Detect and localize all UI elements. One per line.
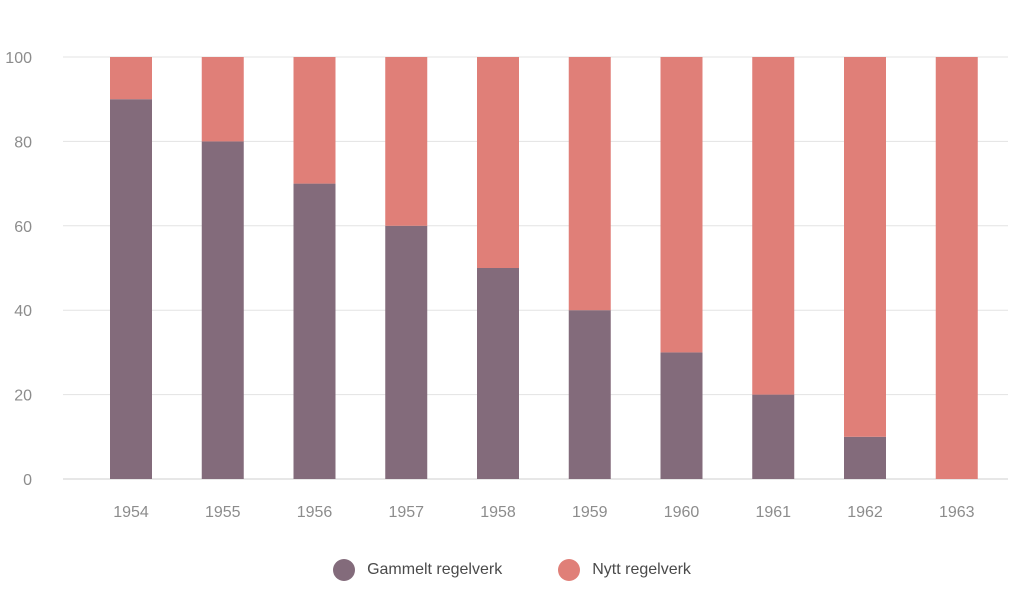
y-tick-label: 0 [23, 472, 32, 489]
legend-item-nytt[interactable]: Nytt regelverk [558, 559, 691, 581]
legend-label-gammelt: Gammelt regelverk [367, 561, 503, 578]
bar-nytt-1963[interactable] [935, 57, 978, 479]
bar-gammelt-1957[interactable] [385, 225, 428, 479]
bar-gammelt-1959[interactable] [568, 310, 611, 479]
x-tick-label: 1954 [113, 504, 149, 521]
bar-gammelt-1954[interactable] [110, 99, 152, 479]
x-tick-label: 1956 [297, 504, 333, 521]
bar-nytt-1958[interactable] [477, 57, 519, 268]
y-tick-label: 60 [14, 219, 32, 236]
x-tick-label: 1959 [572, 504, 608, 521]
bar-gammelt-1961[interactable] [752, 394, 795, 479]
legend-label-nytt: Nytt regelverk [592, 561, 691, 578]
y-tick-label: 80 [14, 134, 32, 151]
bar-gammelt-1958[interactable] [477, 268, 519, 479]
bars [110, 57, 978, 479]
x-tick-label: 1958 [480, 504, 516, 521]
bar-nytt-1960[interactable] [660, 57, 703, 353]
bar-gammelt-1955[interactable] [201, 141, 244, 479]
y-tick-label: 40 [14, 303, 32, 320]
stacked-bar-chart: 0 20 40 60 80 100 1954 1955 1956 1957 1958 1959 196… [5, 50, 1008, 521]
legend-item-gammelt[interactable]: Gammelt regelverk [333, 559, 502, 581]
legend-swatch-nytt [558, 559, 581, 581]
y-axis: 0 20 40 60 80 100 [5, 50, 32, 489]
bar-nytt-1961[interactable] [752, 57, 795, 395]
bar-nytt-1959[interactable] [568, 57, 611, 311]
bar-nytt-1955[interactable] [201, 57, 244, 142]
bar-nytt-1962[interactable] [844, 57, 886, 437]
bar-nytt-1956[interactable] [293, 57, 336, 184]
bar-gammelt-1956[interactable] [293, 183, 336, 479]
x-axis: 1954 1955 1956 1957 1958 1959 1960 1961 1962 1963 [113, 504, 974, 521]
bar-gammelt-1962[interactable] [844, 436, 886, 479]
bar-nytt-1954[interactable] [110, 57, 152, 100]
x-tick-label: 1961 [755, 504, 791, 521]
bar-gammelt-1960[interactable] [660, 352, 703, 479]
x-tick-label: 1957 [388, 504, 424, 521]
legend-swatch-gammelt [333, 559, 356, 581]
y-tick-label: 100 [5, 50, 32, 67]
y-tick-label: 20 [14, 388, 32, 405]
x-tick-label: 1962 [847, 504, 883, 521]
legend: Gammelt regelverk Nytt regelverk [0, 552, 1024, 588]
bar-nytt-1957[interactable] [385, 57, 428, 226]
x-tick-label: 1960 [664, 504, 700, 521]
x-tick-label: 1963 [939, 504, 975, 521]
x-tick-label: 1955 [205, 504, 241, 521]
